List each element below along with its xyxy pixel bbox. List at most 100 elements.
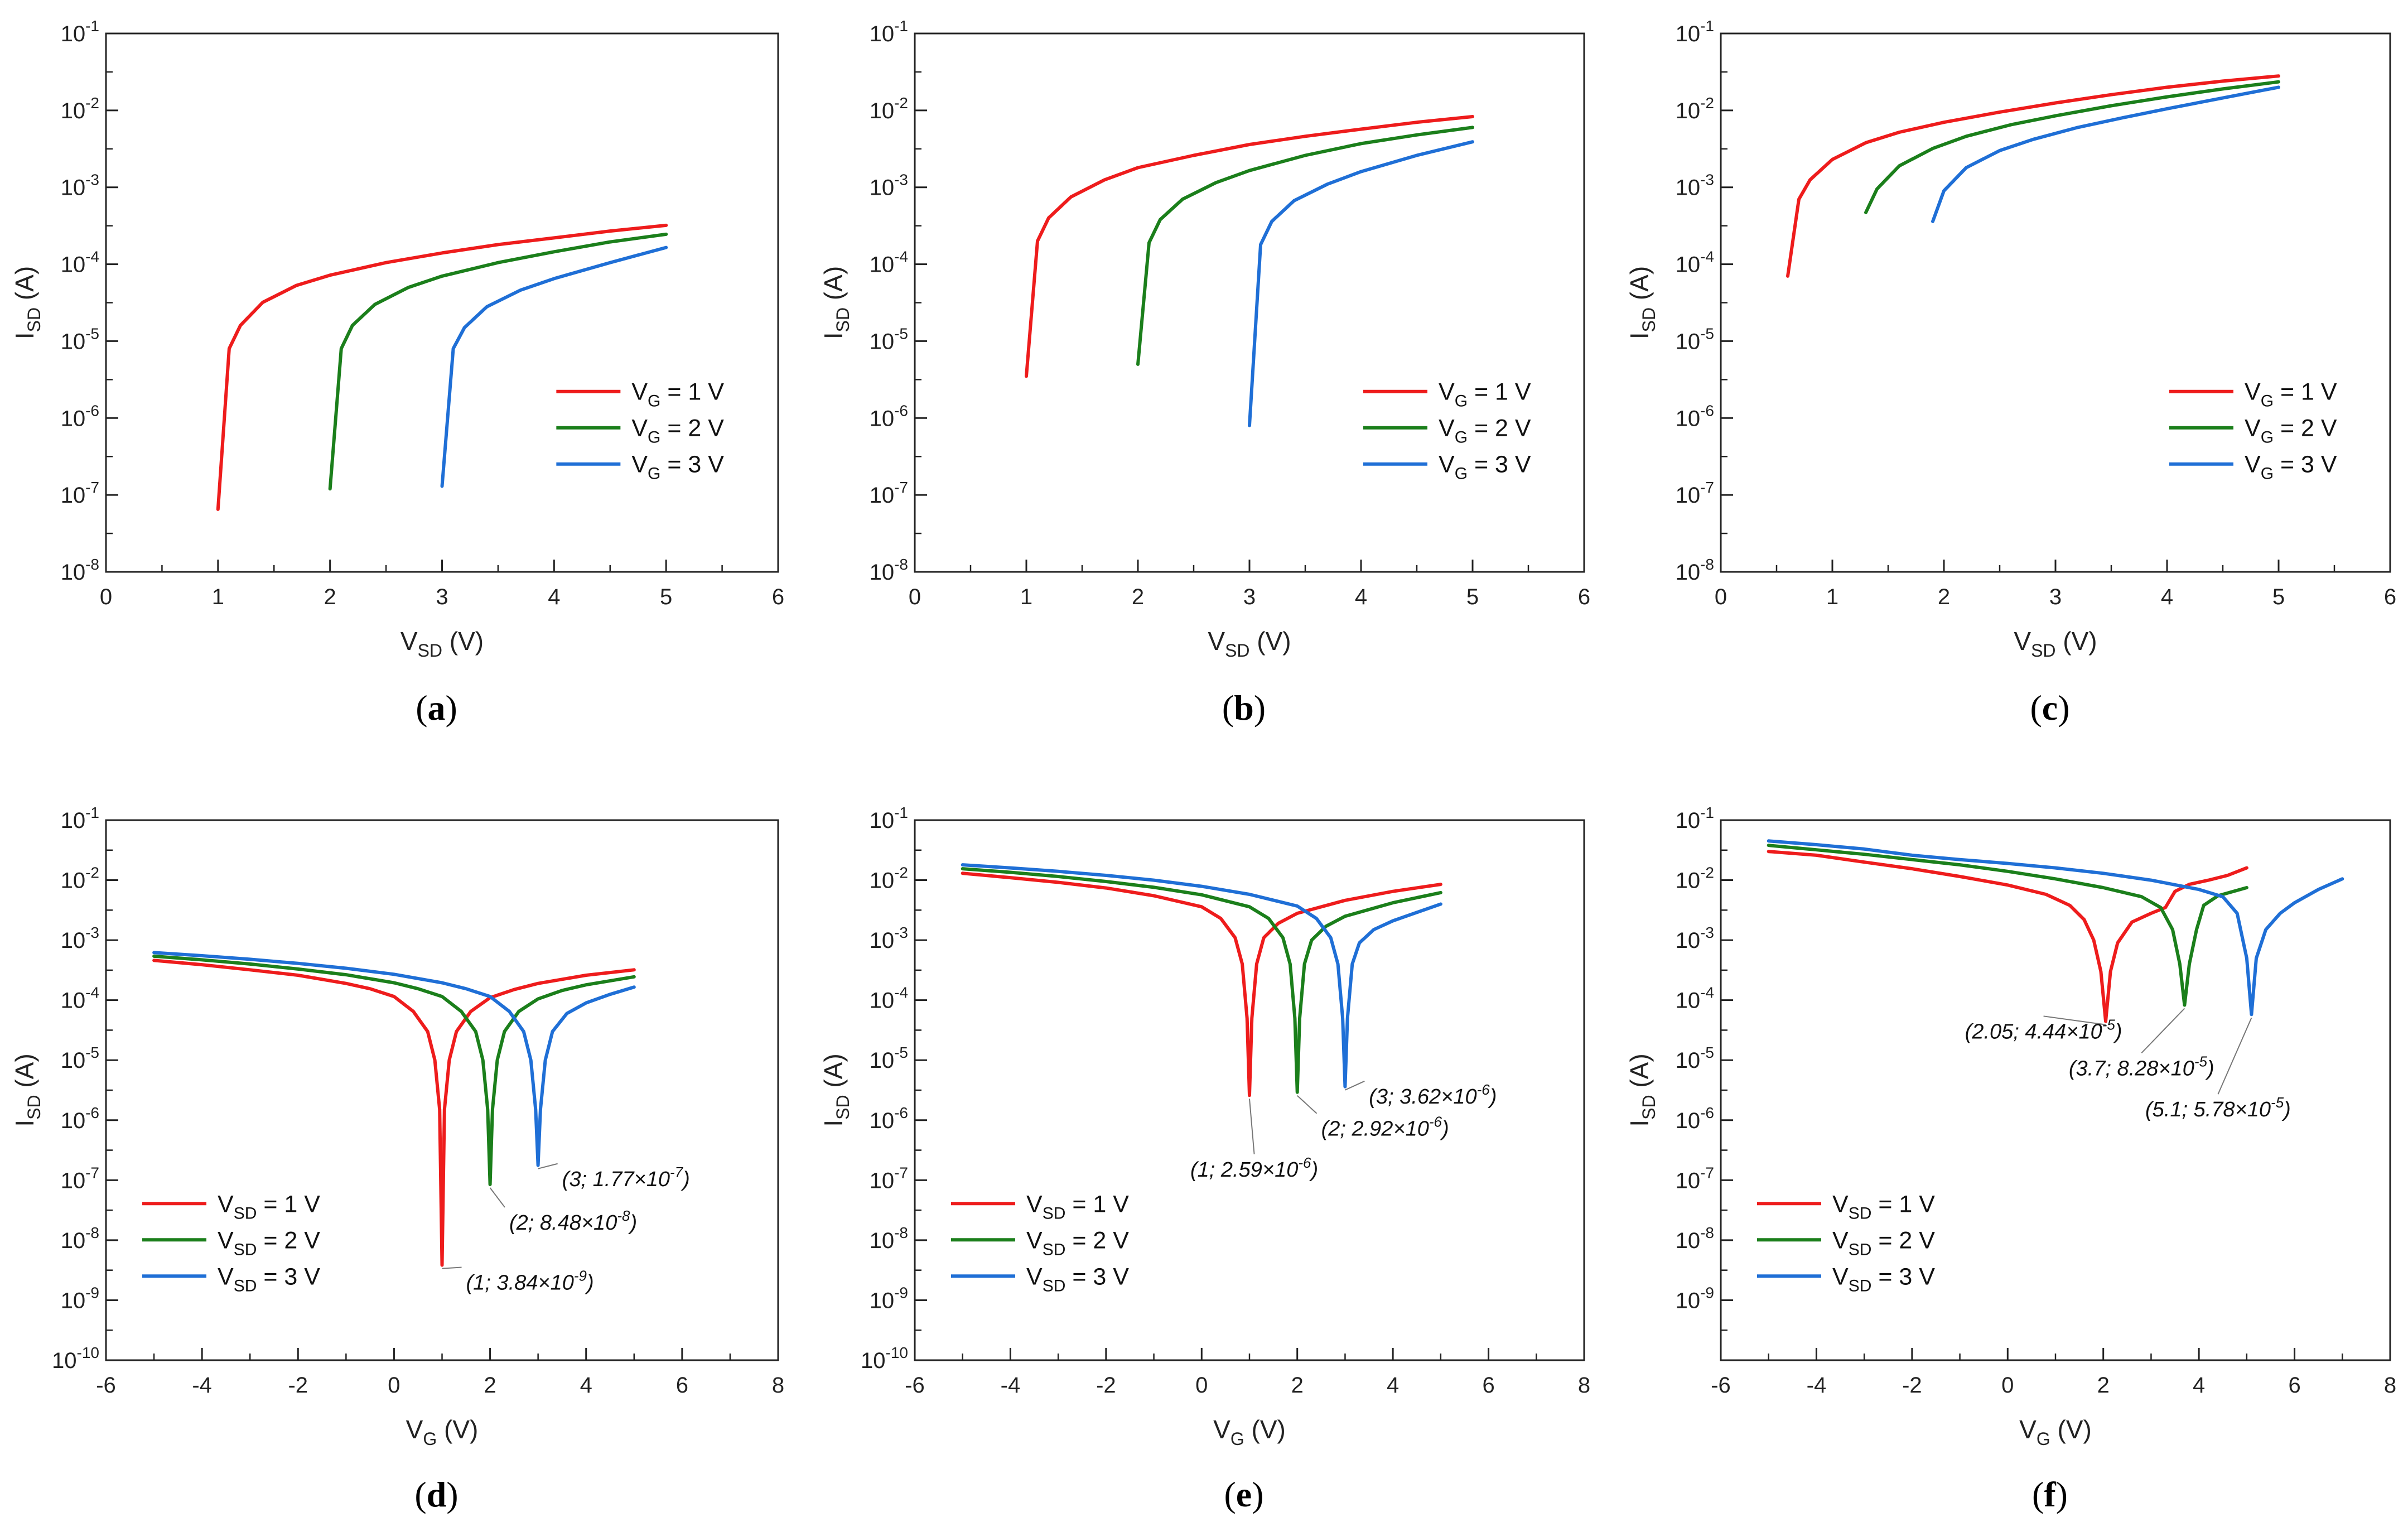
annotation-label-1: (2.05; 4.44×10-5) [1965,1016,2122,1043]
x-axis-label-main: V [1213,1415,1230,1444]
y-tick-base: 10 [61,1109,86,1133]
legend-main: V [631,415,648,442]
series-line-2 [1767,844,2248,1007]
annotation-exponent: -6 [1477,1081,1490,1098]
y-axis-label: ISD (A) [1625,266,1659,339]
y-tick-label: 10-5 [1676,1044,1714,1073]
annotation-exponent: -6 [1298,1154,1311,1171]
legend-rest: = 3 V [1468,451,1531,478]
y-tick-exponent: -4 [894,984,908,1001]
legend-entry-3: VSD = 3 V [1832,1263,1935,1295]
legend-rest: = 1 V [1468,379,1531,406]
x-axis-label-sub: G [1230,1429,1244,1449]
y-tick-exponent: -2 [1700,94,1714,112]
x-tick-label: 2 [1291,1373,1304,1398]
legend-sub: G [2261,465,2274,483]
y-tick-base: 10 [1676,1109,1701,1133]
legend-entry-2: VG = 2 V [631,415,724,447]
y-tick-exponent: -5 [894,1044,908,1061]
y-axis-label-sub: SD [1639,307,1659,332]
y-tick-base: 10 [61,176,86,200]
panel-label-open: ( [416,688,427,728]
y-tick-label: 10-7 [1676,1164,1714,1193]
legend-sub: SD [234,1277,257,1295]
y-axis-label-unit: (A) [819,266,848,307]
y-tick-base: 10 [1676,808,1701,833]
x-axis-label-unit: (V) [1244,1415,1286,1444]
x-axis-label-main: V [2014,627,2031,656]
y-axis-label-unit: (A) [1625,1053,1654,1095]
x-tick-label: -6 [905,1373,925,1398]
annotation-exponent: -6 [1429,1114,1442,1130]
y-axis-label: ISD (A) [819,1053,853,1126]
y-tick-base: 10 [1676,329,1701,354]
annotation-exponent: -5 [2102,1016,2116,1033]
y-tick-label: 10-2 [1676,94,1714,123]
y-tick-base: 10 [1676,99,1701,123]
x-axis-label-sub: SD [1225,640,1249,661]
y-tick-base: 10 [52,1348,77,1373]
y-tick-exponent: -6 [85,402,99,419]
y-tick-base: 10 [61,560,86,585]
annotation-label-2: (3.7; 8.28×10-5) [2069,1053,2214,1080]
y-tick-exponent: -3 [894,924,908,941]
legend-entry-3: VG = 3 V [631,451,724,483]
legend-entry-3: VSD = 3 V [1026,1263,1129,1295]
y-tick-exponent: -4 [1700,984,1714,1001]
legend-sub: SD [1043,1240,1066,1259]
y-tick-label: 10-7 [61,479,99,508]
chart-panel-c: 0 1 2 3 4 5 610-810-710-610-510-410-310-210-1V… [1625,17,2396,728]
y-axis-label-unit: (A) [1625,266,1654,307]
x-axis-label-main: V [2019,1415,2037,1444]
y-tick-exponent: -3 [1700,171,1714,189]
series-line-3 [1931,85,2280,223]
annotation-value: (2; 2.92×10 [1321,1118,1429,1141]
y-tick-label: 10-6 [1676,1104,1714,1133]
legend-rest: = 2 V [1871,1227,1935,1254]
series-line-3 [440,245,668,488]
x-tick-label: -2 [1902,1373,1922,1398]
y-tick-label: 10-8 [1676,556,1714,585]
legend-main: V [1832,1263,1849,1290]
series-line-2 [1136,126,1474,366]
y-tick-exponent: -2 [85,94,99,112]
series-line-3 [1767,839,2344,1017]
x-axis-label: VG (V) [1213,1415,1286,1449]
annotation-leader-3 [1345,1080,1365,1091]
y-axis-label-main: I [819,1120,848,1127]
y-tick-label: 10-5 [61,325,99,354]
y-tick-exponent: -3 [1700,924,1714,941]
x-axis-label-unit: (V) [1250,627,1291,656]
panel-label-close: ) [446,1475,458,1514]
y-tick-label: 10-4 [870,984,908,1013]
panel-label: (b) [1222,688,1266,728]
legend-rest: = 2 V [1065,1227,1129,1254]
y-tick-base: 10 [870,99,895,123]
legend-sub: SD [234,1204,257,1222]
y-tick-exponent: -10 [886,1344,908,1361]
annotation-label-2: (2; 2.92×10-6) [1321,1114,1449,1141]
y-tick-label: 10-5 [61,1044,99,1073]
y-tick-label: 10-8 [61,556,99,585]
x-tick-label: 2 [324,585,336,609]
y-tick-base: 10 [61,406,86,431]
plot-frame [914,32,1585,573]
y-tick-exponent: -8 [1700,1224,1714,1241]
y-axis-label-sub: SD [833,307,853,332]
x-tick-label: 1 [212,585,224,609]
annotation-value: (5.1; 5.78×10 [2145,1098,2271,1121]
y-tick-exponent: -8 [85,1224,99,1241]
series-line-2 [961,867,1442,1094]
annotation-label-1: (1; 2.59×10-6) [1190,1154,1318,1182]
x-tick-label: 8 [2384,1373,2396,1398]
y-tick-label: 10-7 [1676,479,1714,508]
x-tick-label: 0 [100,585,112,609]
plot-frame [105,32,779,573]
panel-label-letter: b [1234,688,1254,728]
legend-main: V [1439,451,1455,478]
chart-panel-b: 0 1 2 3 4 5 610-810-710-610-510-410-310-210-1V… [819,17,1590,728]
annotation-close: ) [585,1271,594,1295]
legend-sub: G [648,392,660,411]
annotation-exponent: -9 [574,1268,587,1284]
x-tick-label: 6 [676,1373,688,1398]
